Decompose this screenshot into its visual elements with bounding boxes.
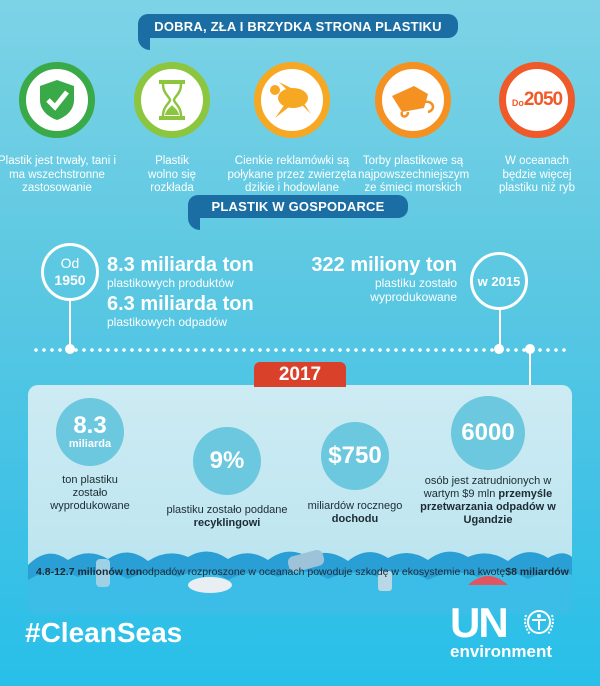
plastic-bag-icon (375, 62, 451, 138)
stat-desc-income: miliardów rocznego dochodu (305, 500, 405, 526)
stat-2015: 322 miliony ton plastiku zostało wyprodu… (300, 254, 457, 304)
damage-desc: odpadów rozproszone w oceanach powoduje … (142, 566, 506, 578)
logo-text: UN (450, 599, 509, 646)
un-environment-logo: UN environment (450, 602, 570, 662)
stat-waste-desc: plastikowych odpadów (107, 315, 228, 329)
stat-circle-recycled: 9% (193, 427, 261, 495)
shield-check-icon (19, 62, 95, 138)
year-tag-2017: 2017 (254, 362, 346, 387)
year-label: w 2015 (477, 273, 521, 289)
caption-slow-decay: Plastik wolno się rozkłada (148, 155, 196, 194)
timeline-node (65, 344, 75, 354)
section-banner-good-bad-ugly: DOBRA, ZŁA I BRZYDKA STRONA PLASTIKU (138, 14, 458, 50)
stat-products-desc: plastikowych produktów (107, 276, 234, 290)
damage-amount: $8 miliardów (505, 566, 569, 578)
timeline-node (525, 344, 535, 354)
stat-desc-jobs: osób jest zatrudnionych w wartym $9 mln … (418, 475, 558, 527)
un-emblem-icon (524, 610, 554, 635)
stat-circle-jobs: 6000 (451, 396, 525, 470)
caption-bags-swallowed: Cienkie reklamówki są połykane przez zwi… (227, 155, 357, 194)
stat-products-value: 8.3 miliarda ton (107, 254, 254, 276)
caption-bags-common: Torby plastikowe są najpowszechniejszym … (358, 155, 470, 194)
stat-desc-text: plastiku zostało poddane (166, 504, 288, 516)
timeline-stem (499, 310, 501, 350)
stat-2015-desc2: wyprodukowane (370, 290, 457, 304)
stat-value: 8.3 (73, 412, 107, 439)
badge-prefix: Do (511, 98, 524, 108)
logo-sub: environment (450, 642, 553, 661)
stat-2015-value: 322 miliony ton (311, 254, 457, 276)
stat-desc-bold: dochodu (331, 513, 379, 525)
year-badge-icon: Do 2050 (499, 62, 575, 138)
ocean-waves (28, 549, 572, 614)
stat-products: 8.3 miliarda ton plastikowych produktów … (107, 254, 254, 329)
stat-2015-desc1: plastiku zostało (374, 276, 457, 290)
from-year: 1950 (54, 272, 86, 288)
timeline-dotted-line (32, 348, 568, 352)
stat-desc-produced: ton plastiku zostało wyprodukowane (50, 474, 130, 512)
stat-circle-produced: 8.3 miliarda (56, 398, 124, 466)
stat-desc-text: miliardów rocznego (307, 500, 403, 512)
ocean-damage-line: 4.8-12.7 milionów ton odpadów rozproszon… (36, 566, 569, 578)
stat-waste-value: 6.3 miliarda ton (107, 293, 254, 315)
from-label: Od (60, 255, 80, 271)
timeline-2015: w 2015 (470, 252, 528, 310)
stat-desc-bold: przemyśle przetwarzania odpadów w Ugandz… (420, 488, 556, 526)
stat-desc-text: osób jest zatrudnionych w wartym $9 mln (423, 475, 552, 500)
timeline-stem (529, 350, 531, 388)
badge-year: 2050 (523, 89, 563, 110)
section-banner-economy: PLASTIK W GOSPODARCE (188, 195, 408, 230)
turtle-icon (254, 62, 330, 138)
hashtag-clean-seas: #CleanSeas (25, 617, 183, 648)
hourglass-icon (134, 62, 210, 138)
timeline-from-1950: Od 1950 (41, 243, 99, 301)
stat-value: 9% (209, 447, 245, 474)
stat-desc-recycled: plastiku zostało poddane recyklingowi (157, 504, 297, 530)
stat-desc-bold: recyklingowi (193, 517, 261, 529)
stat-circle-income: $750 (321, 422, 389, 490)
stat-value: $750 (328, 442, 382, 469)
timeline-node (494, 344, 504, 354)
caption-more-plastic: W oceanach będzie więcej plastiku niż ry… (498, 155, 576, 194)
timeline-stem (69, 301, 71, 350)
waste-amount: 4.8-12.7 milionów ton (36, 566, 143, 578)
stat-unit: miliarda (68, 438, 112, 450)
stat-value: 6000 (461, 419, 515, 446)
caption-durable: Plastik jest trwały, tani i ma wszechstr… (0, 155, 116, 194)
